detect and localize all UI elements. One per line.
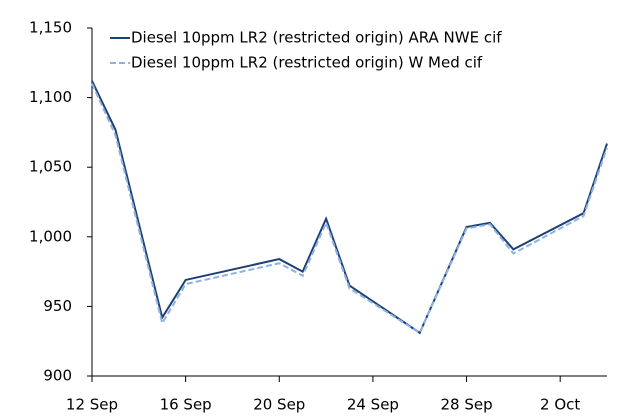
y-tick-label: 900 [43,367,72,385]
x-tick-label: 2 Oct [540,396,580,414]
x-tick-label: 28 Sep [440,396,492,414]
y-tick-label: 1,150 [29,19,72,37]
series-line [91,83,608,335]
y-tick-label: 1,000 [29,227,72,245]
x-tick-label: 20 Sep [253,396,305,414]
x-tick-label: 24 Sep [347,396,399,414]
series-line [91,80,608,335]
legend-label: Diesel 10ppm LR2 (restricted origin) ARA… [131,29,502,47]
y-tick-label: 1,050 [29,158,72,176]
y-tick-label: 1,100 [29,88,72,106]
legend-label: Diesel 10ppm LR2 (restricted origin) W M… [131,54,483,72]
x-tick-label: 16 Sep [160,396,212,414]
x-tick-label: 12 Sep [66,396,118,414]
y-tick-label: 950 [43,297,72,315]
